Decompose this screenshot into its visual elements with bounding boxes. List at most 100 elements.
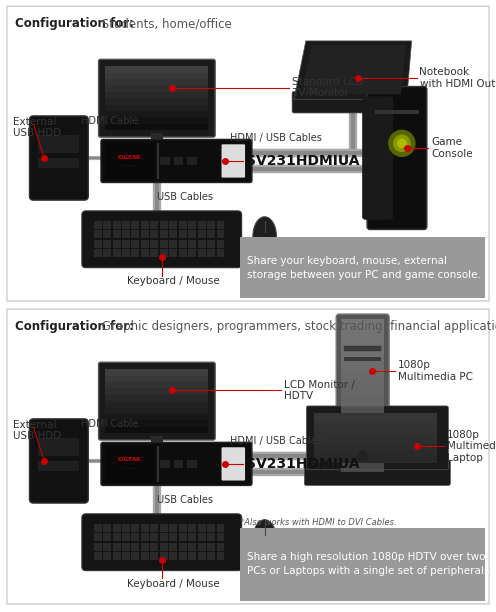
Bar — [344, 346, 381, 351]
Text: Notebook
with HDMI Out: Notebook with HDMI Out — [420, 67, 495, 89]
Text: ............: ............ — [122, 466, 137, 470]
Bar — [179, 231, 186, 238]
Bar — [207, 231, 215, 238]
Bar — [131, 524, 139, 532]
Bar — [341, 433, 384, 446]
Bar — [314, 457, 436, 463]
Bar — [207, 543, 215, 551]
Bar — [141, 524, 149, 532]
FancyBboxPatch shape — [292, 91, 414, 113]
Bar — [122, 221, 130, 229]
Text: Share your keyboard, mouse, external
storage between your PC and game console.: Share your keyboard, mouse, external sto… — [247, 256, 481, 280]
Text: ............: ............ — [122, 163, 137, 167]
Bar — [122, 240, 130, 248]
Bar — [113, 231, 121, 238]
Bar — [122, 249, 130, 257]
Bar — [113, 543, 121, 551]
Bar — [197, 249, 205, 257]
Bar — [179, 221, 186, 229]
Text: Keyboard / Mouse: Keyboard / Mouse — [127, 277, 220, 286]
Bar — [169, 534, 177, 541]
FancyBboxPatch shape — [101, 140, 252, 182]
Bar — [150, 231, 158, 238]
Bar — [216, 240, 225, 248]
FancyBboxPatch shape — [29, 419, 88, 503]
Bar — [197, 552, 205, 560]
Text: Configuration for:: Configuration for: — [15, 320, 134, 334]
Bar — [179, 249, 186, 257]
Bar — [314, 412, 436, 463]
Bar — [106, 376, 208, 382]
FancyBboxPatch shape — [99, 59, 215, 137]
Text: IOGEAR: IOGEAR — [118, 458, 141, 463]
Bar — [150, 534, 158, 541]
FancyBboxPatch shape — [362, 96, 393, 220]
Bar — [341, 459, 384, 472]
Bar — [341, 446, 384, 459]
Ellipse shape — [253, 520, 276, 559]
Bar — [197, 524, 205, 532]
FancyBboxPatch shape — [82, 514, 242, 570]
Bar — [103, 249, 111, 257]
Bar — [197, 221, 205, 229]
Text: HDMI Cable: HDMI Cable — [81, 419, 139, 428]
Bar — [106, 369, 208, 433]
Bar — [106, 395, 208, 401]
Bar — [103, 524, 111, 532]
Circle shape — [358, 451, 368, 461]
Bar — [141, 552, 149, 560]
Text: Configuration for:: Configuration for: — [15, 17, 134, 31]
Bar — [157, 446, 159, 482]
Bar — [94, 221, 102, 229]
Bar — [38, 158, 79, 168]
Bar — [169, 543, 177, 551]
Bar — [216, 249, 225, 257]
Bar — [106, 414, 208, 420]
Bar — [169, 240, 177, 248]
Bar — [197, 240, 205, 248]
Bar — [94, 231, 102, 238]
Text: HDMI / USB Cables: HDMI / USB Cables — [230, 133, 322, 143]
FancyBboxPatch shape — [99, 362, 215, 440]
Bar — [106, 111, 208, 118]
Bar — [103, 240, 111, 248]
Bar — [94, 543, 102, 551]
Bar — [187, 157, 197, 165]
Bar — [197, 543, 205, 551]
Ellipse shape — [253, 217, 276, 256]
Bar — [188, 249, 196, 257]
Bar — [160, 543, 168, 551]
FancyBboxPatch shape — [336, 314, 389, 477]
Polygon shape — [294, 41, 412, 99]
Bar — [169, 524, 177, 532]
Bar — [113, 249, 121, 257]
Text: LCD Monitor /
HDTV: LCD Monitor / HDTV — [284, 379, 355, 401]
Bar — [314, 438, 436, 444]
Bar — [106, 73, 208, 79]
Bar — [122, 543, 130, 551]
Bar — [341, 395, 384, 408]
Bar — [135, 143, 179, 149]
Bar — [169, 231, 177, 238]
Bar — [94, 524, 102, 532]
Bar — [106, 124, 208, 130]
Bar — [341, 382, 384, 395]
Text: SV231HDMIUA: SV231HDMIUA — [246, 457, 360, 471]
Bar — [131, 231, 139, 238]
Bar — [106, 420, 208, 427]
Bar — [38, 438, 79, 456]
Text: HDMI Cable: HDMI Cable — [81, 116, 139, 125]
Bar — [94, 534, 102, 541]
Bar — [216, 221, 225, 229]
Bar — [174, 460, 184, 468]
Bar — [169, 249, 177, 257]
Bar — [103, 534, 111, 541]
Bar — [341, 408, 384, 421]
Bar — [375, 110, 419, 114]
Bar — [188, 524, 196, 532]
Bar — [131, 534, 139, 541]
Text: 1080p
Multimedia PC: 1080p Multimedia PC — [398, 360, 473, 382]
Text: *Also works with HDMI to DVI Cables.: *Also works with HDMI to DVI Cables. — [240, 518, 397, 527]
FancyBboxPatch shape — [222, 447, 245, 480]
Bar — [135, 446, 179, 452]
